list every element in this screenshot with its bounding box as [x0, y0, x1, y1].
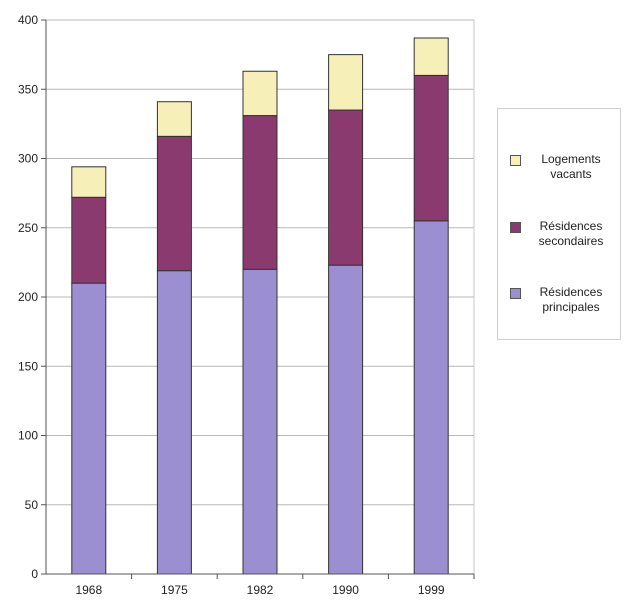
y-tick-label: 400: [18, 13, 38, 27]
axes: [41, 19, 475, 579]
bar-1999-r-sidences-secondaires: [413, 74, 449, 222]
bar-1968-r-sidences-principales: [71, 282, 107, 575]
legend: Logements vacants Résidences secondaires…: [497, 108, 621, 340]
bar-1999-r-sidences-principales: [413, 220, 449, 575]
y-tick-labels: 0 50 100 150 200 250 300 350 400: [18, 13, 38, 581]
legend-item-residences-secondaires: Résidences secondaires: [510, 219, 617, 249]
legend-label-logements-vacants: Logements vacants: [541, 152, 601, 181]
legend-item-logements-vacants: Logements vacants: [510, 152, 617, 182]
legend-label-residences-secondaires: Résidences secondaires: [538, 219, 604, 248]
y-tick-label: 300: [18, 152, 38, 166]
bar-1968-r-sidences-secondaires: [71, 196, 107, 284]
legend-item-residences-principales: Résidences principales: [510, 285, 617, 315]
bar-1990-logements-vacants: [328, 54, 364, 111]
legend-label-residences-principales: Résidences principales: [539, 285, 603, 314]
bar-1982-logements-vacants: [242, 70, 278, 117]
bar-1982-r-sidences-principales: [242, 268, 278, 575]
legend-swatch-logements-vacants: [510, 155, 521, 166]
bar-1999-logements-vacants: [413, 37, 449, 76]
y-tick-label: 150: [18, 359, 38, 373]
bar-1990-r-sidences-secondaires: [328, 109, 364, 266]
legend-swatch-residences-principales: [510, 288, 521, 299]
y-tick-label: 100: [18, 429, 38, 443]
x-tick-label: 1975: [161, 583, 188, 597]
bars: [71, 37, 449, 575]
x-tick-label: 1968: [75, 583, 102, 597]
bar-1975-r-sidences-secondaires: [156, 135, 192, 272]
bar-1975-r-sidences-principales: [156, 270, 192, 575]
y-tick-label: 50: [25, 498, 39, 512]
x-tick-label: 1990: [332, 583, 359, 597]
x-tick-label: 1982: [247, 583, 274, 597]
x-tick-label: 1999: [418, 583, 445, 597]
y-tick-label: 200: [18, 290, 38, 304]
bar-1990-r-sidences-principales: [328, 264, 364, 575]
bar-1982-r-sidences-secondaires: [242, 115, 278, 270]
bar-1975-logements-vacants: [156, 101, 192, 137]
x-tick-labels: 1968 1975 1982 1990 1999: [75, 583, 444, 597]
y-tick-label: 0: [31, 567, 38, 581]
y-tick-label: 250: [18, 221, 38, 235]
bar-1968-logements-vacants: [71, 166, 107, 198]
y-tick-label: 350: [18, 82, 38, 96]
legend-swatch-residences-secondaires: [510, 222, 521, 233]
